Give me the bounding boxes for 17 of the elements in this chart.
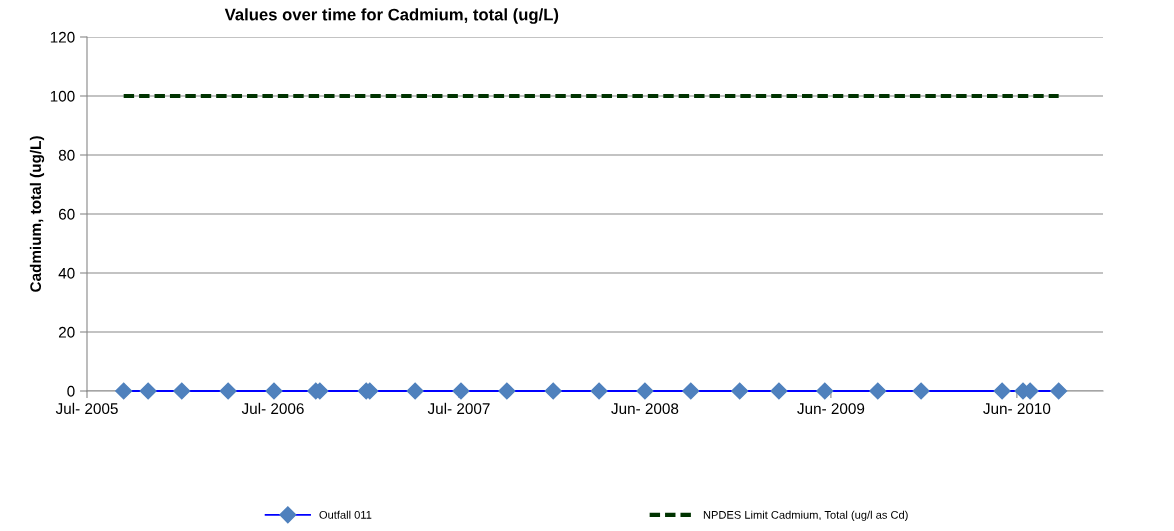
x-tick-label: Jun- 2008 (611, 403, 679, 415)
y-tick-label: 40 (58, 267, 75, 279)
x-tick-label: Jun- 2009 (797, 403, 865, 415)
y-tick-label: 80 (58, 149, 75, 161)
x-tick-label: Jul- 2006 (241, 402, 304, 415)
y-axis-title: Cadmium, total (ug/L) (29, 136, 45, 292)
legend-label: Outfall 011 (319, 510, 372, 519)
x-tick-label: Jul- 2005 (55, 402, 118, 415)
y-tick-label: 20 (58, 326, 75, 338)
legend-label: NPDES Limit Cadmium, Total (ug/l as Cd) (703, 510, 908, 521)
y-tick-label: 60 (58, 208, 75, 220)
chart-title: Values over time for Cadmium, total (ug/L) (224, 8, 559, 24)
y-tick-label: 0 (67, 385, 75, 397)
y-tick-label: 120 (50, 31, 75, 43)
x-tick-label: Jun- 2010 (983, 403, 1051, 415)
x-tick-label: Jul- 2007 (427, 402, 490, 415)
y-tick-label: 100 (50, 90, 75, 102)
